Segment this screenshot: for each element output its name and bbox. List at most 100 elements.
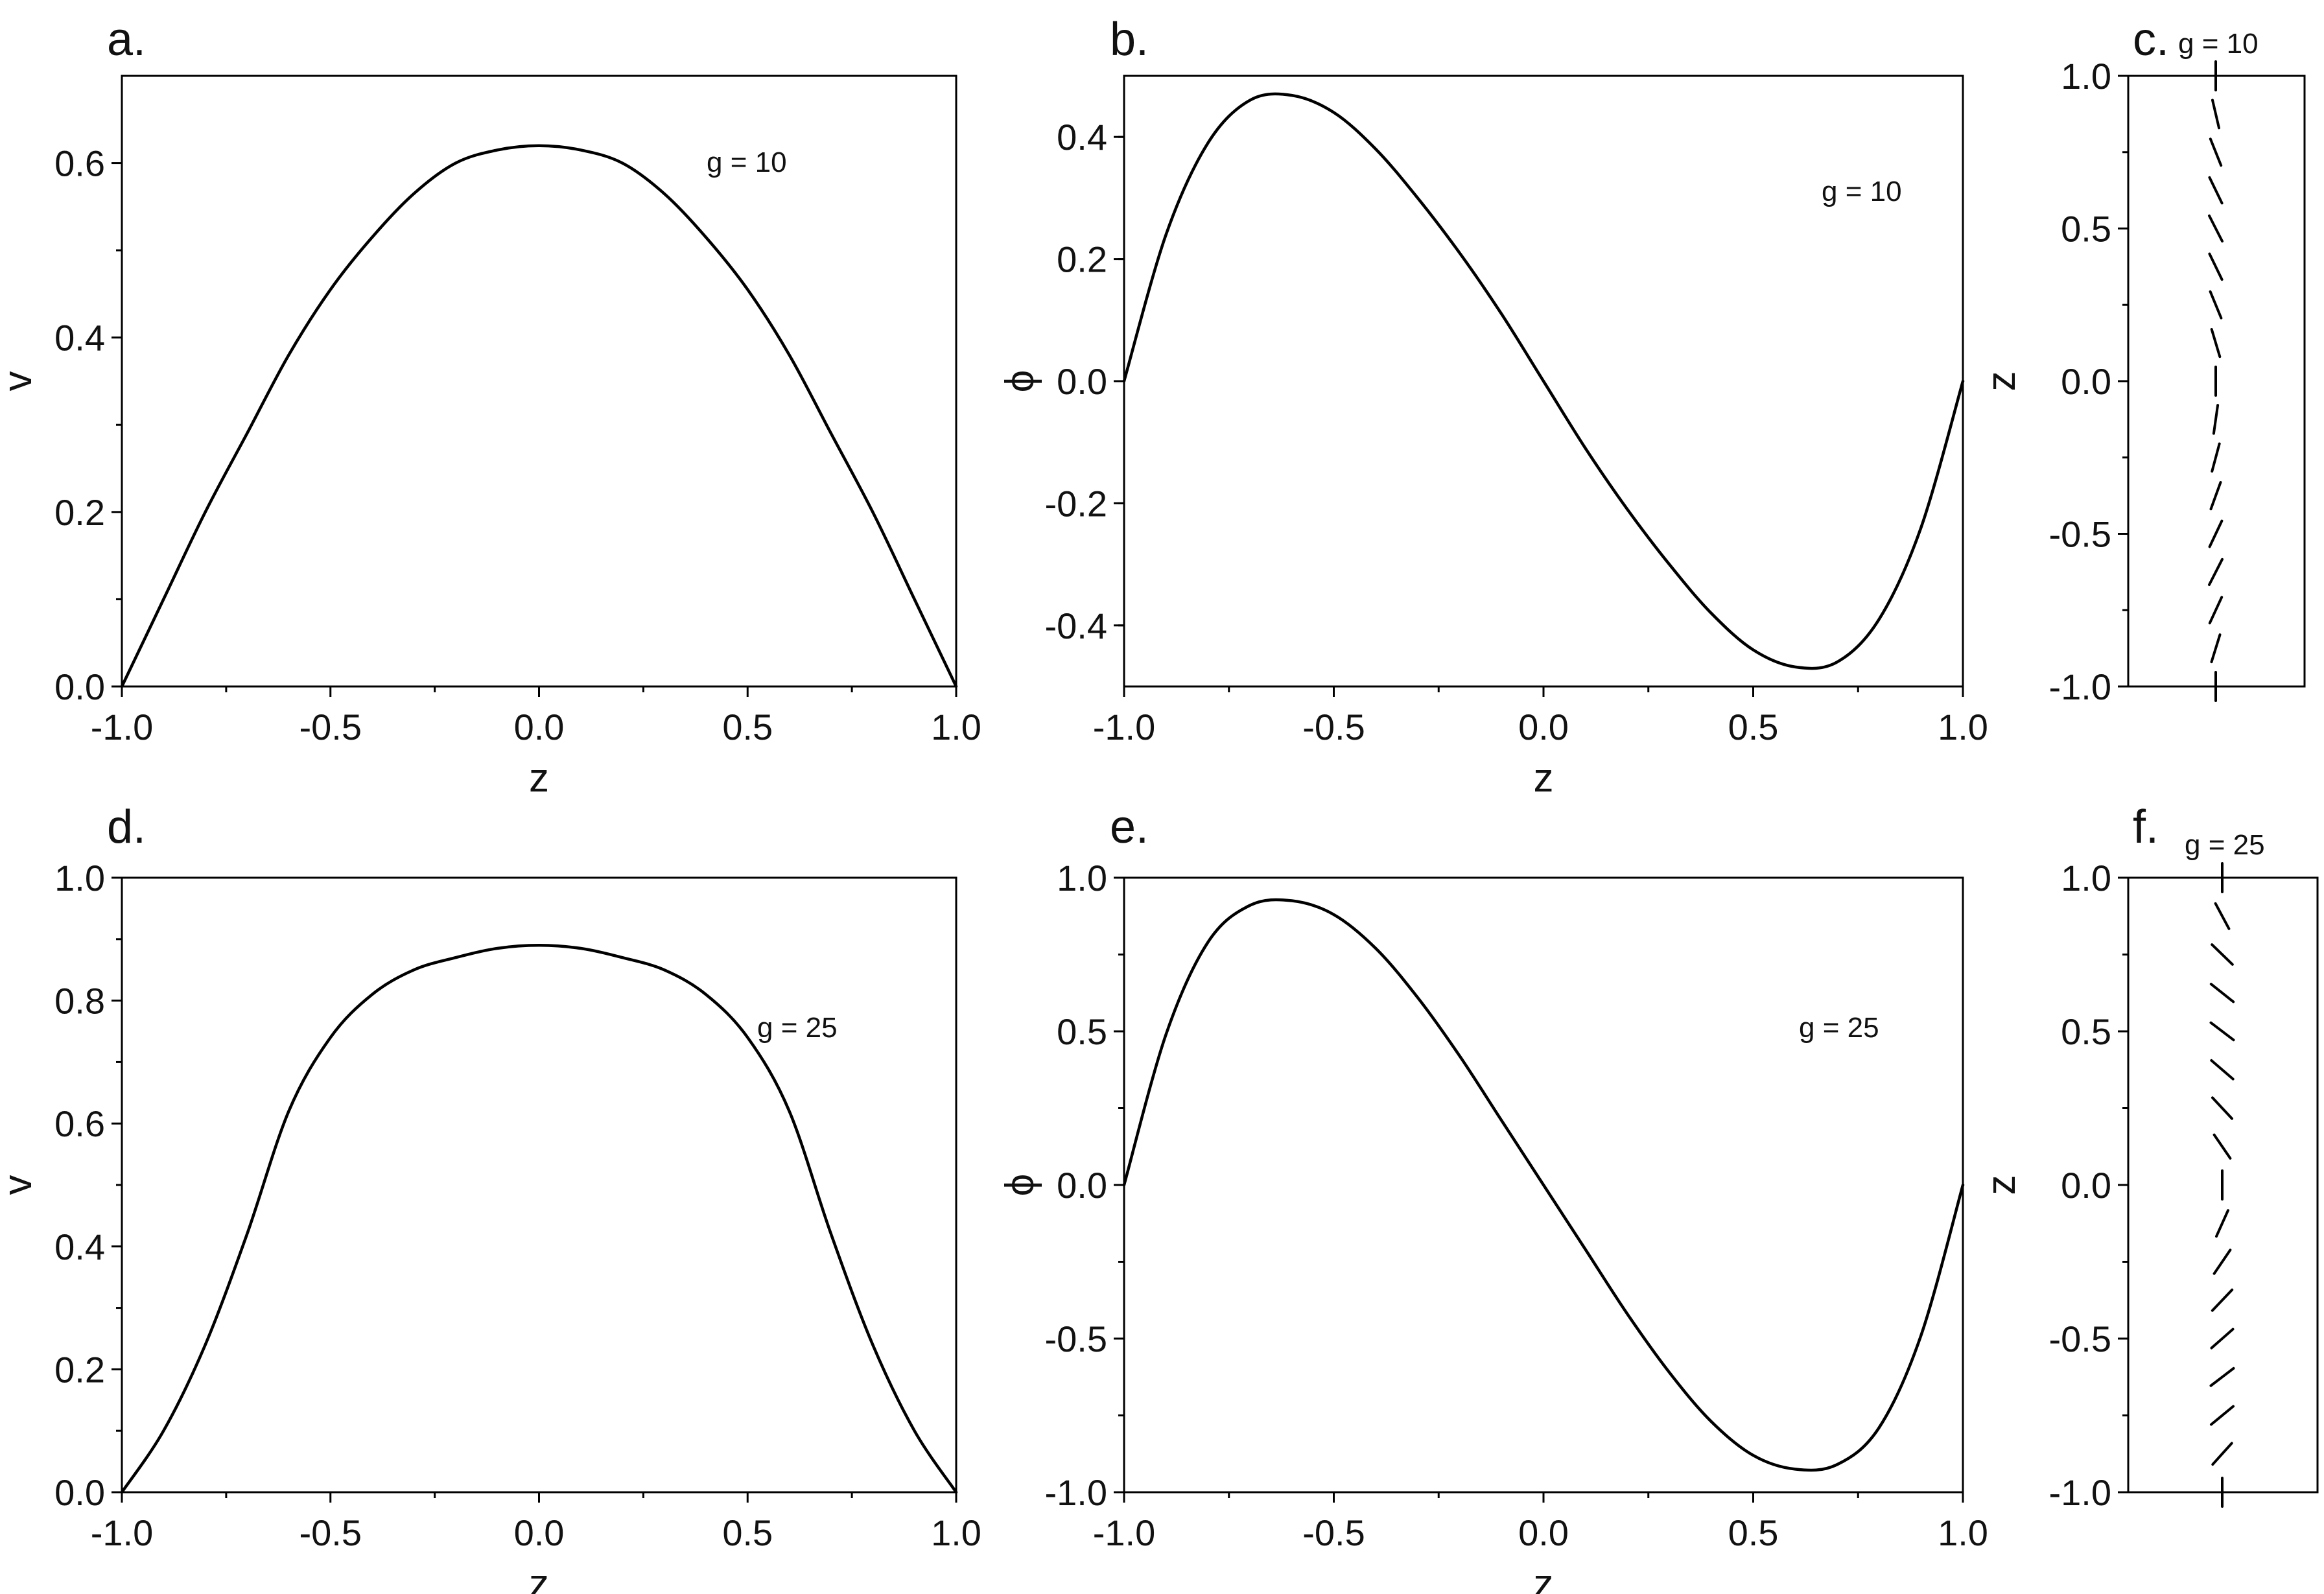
- annotation-a: g = 10: [707, 147, 787, 178]
- director-mark-c: [2211, 442, 2221, 473]
- director-mark-c: [2208, 557, 2224, 586]
- ytick-label-f: 0.5: [2061, 1011, 2111, 1052]
- xlabel-e: z: [1534, 1562, 1554, 1594]
- ytick-label-b: 0.0: [1057, 361, 1107, 402]
- director-mark-f: [2211, 943, 2234, 966]
- ytick-label-a: 0.4: [54, 318, 105, 358]
- ytick-label-c: 1.0: [2061, 56, 2111, 97]
- ytick-label-d: 0.8: [54, 981, 105, 1022]
- director-mark-f: [2212, 1133, 2232, 1160]
- panel-e: e. g = 25 -1.0 -0.5 0.0 0.5 1.0 ϕ -1.0 -0.5 0.0 0.5…: [998, 801, 1988, 1594]
- director-mark-f: [2210, 1059, 2235, 1081]
- ytick-label-b: 0.2: [1057, 239, 1107, 280]
- ytick-label-d: 1.0: [54, 858, 105, 898]
- panel-label-d: d.: [107, 801, 146, 853]
- plot-frame-d: [121, 876, 957, 1494]
- annotation-f: g = 25: [2185, 829, 2265, 861]
- xtick-label-e: -0.5: [1302, 1512, 1365, 1553]
- panel-label-f: f.: [2133, 801, 2159, 853]
- ylabel-a: v: [0, 371, 40, 392]
- ytick-label-b: 0.4: [1057, 117, 1107, 158]
- xtick-label-b: -0.5: [1302, 707, 1365, 747]
- director-mark-c: [2208, 596, 2224, 625]
- xlabel-b: z: [1534, 756, 1554, 801]
- panel-c: c. g = 10 -1.0 -0.5 0.0 0.5 1.0 z: [1979, 14, 2306, 707]
- ytick-label-e: 0.0: [1057, 1165, 1107, 1206]
- xtick-label-e: 0.5: [1728, 1512, 1779, 1553]
- panel-d: d. g = 25 0.0 0.2 0.4 0.6 0.8 1.0 v -1.0 -0.5 0.0 0.…: [0, 801, 981, 1594]
- ytick-label-c: 0.0: [2061, 361, 2111, 402]
- ytick-label-d: 0.4: [54, 1226, 105, 1267]
- director-mark-f: [2215, 1209, 2229, 1238]
- panel-label-b: b.: [1110, 14, 1149, 65]
- panel-f: f. g = 25 -1.0 -0.5 0.0 0.5 1.0 z: [1979, 801, 2319, 1513]
- xtick-label-e: -1.0: [1093, 1512, 1156, 1553]
- xtick-label-e: 1.0: [1938, 1512, 1988, 1553]
- panel-label-e: e.: [1110, 801, 1149, 853]
- director-mark-f: [2209, 983, 2235, 1003]
- ylabel-f: z: [1979, 1175, 2024, 1195]
- annotation-e: g = 25: [1799, 1012, 1879, 1044]
- xtick-label-a: 1.0: [931, 707, 981, 747]
- director-mark-f: [2211, 1288, 2234, 1312]
- ytick-label-b: -0.4: [1045, 605, 1108, 646]
- director-mark-c: [2210, 633, 2222, 664]
- ytick-label-a: 0.0: [54, 666, 105, 707]
- xtick-label-a: -0.5: [299, 707, 362, 747]
- annotation-c: g = 10: [2178, 28, 2259, 60]
- ytick-label-d: 0.2: [54, 1349, 105, 1390]
- director-mark-c: [2209, 290, 2223, 320]
- ytick-label-e: -0.5: [1045, 1319, 1108, 1359]
- ytick-label-f: 0.0: [2061, 1165, 2111, 1206]
- plot-frame-a: [121, 75, 957, 688]
- ylabel-b: ϕ: [998, 370, 1042, 393]
- ytick-label-f: -1.0: [2049, 1472, 2112, 1513]
- ytick-label-d: 0.0: [54, 1472, 105, 1513]
- ytick-label-b: -0.2: [1045, 483, 1108, 524]
- ytick-label-f: 1.0: [2061, 858, 2111, 898]
- xtick-label-b: 1.0: [1938, 707, 1988, 747]
- xtick-label-e: 0.0: [1518, 1512, 1569, 1553]
- ytick-label-d: 0.6: [54, 1103, 105, 1144]
- ytick-label-a: 0.2: [54, 492, 105, 533]
- xlabel-d: z: [529, 1562, 549, 1594]
- ytick-label-e: -1.0: [1045, 1472, 1108, 1513]
- series-line-a: [120, 144, 958, 688]
- panel-a: a. g = 10 0.0 0.2 0.4 0.6 v -1.0 -0.5 0.0 0.5 1.0 z: [0, 14, 981, 801]
- director-mark-f: [2211, 1096, 2233, 1120]
- director-mark-c: [2208, 519, 2224, 548]
- director-mark-c: [2209, 481, 2222, 511]
- ytick-label-e: 0.5: [1057, 1011, 1107, 1052]
- ytick-label-c: -0.5: [2049, 514, 2112, 555]
- xtick-label-d: 0.0: [514, 1512, 565, 1553]
- xtick-label-d: 0.5: [722, 1512, 773, 1553]
- ytick-label-e: 1.0: [1057, 858, 1107, 898]
- xtick-label-b: -1.0: [1093, 707, 1156, 747]
- director-mark-f: [2211, 1442, 2233, 1466]
- director-mark-f: [2210, 1328, 2235, 1350]
- director-mark-c: [2208, 252, 2224, 281]
- director-mark-c: [2208, 176, 2224, 205]
- ylabel-d: v: [0, 1175, 40, 1195]
- xtick-label-a: 0.5: [722, 707, 773, 747]
- annotation-b: g = 10: [1822, 176, 1902, 207]
- ytick-label-f: -0.5: [2049, 1319, 2112, 1359]
- director-mark-f: [2209, 1366, 2235, 1387]
- panel-label-c: c.: [2133, 14, 2169, 65]
- ylabel-e: ϕ: [998, 1174, 1042, 1197]
- xtick-label-b: 0.0: [1518, 707, 1569, 747]
- director-mark-f: [2210, 1405, 2235, 1426]
- xtick-label-a: -1.0: [91, 707, 154, 747]
- series-line-b: [1122, 92, 1965, 670]
- panel-label-a: a.: [107, 14, 146, 65]
- director-mark-c: [2212, 404, 2220, 435]
- ytick-label-c: 0.5: [2061, 209, 2111, 250]
- panel-b: b. g = 10 -0.4 -0.2 0.0 0.2 0.4 ϕ -1.0 -0.5 0.0 0.5…: [998, 14, 1988, 801]
- xtick-label-d: -0.5: [299, 1512, 362, 1553]
- director-mark-f: [2212, 1248, 2232, 1275]
- director-mark-c: [2209, 137, 2223, 167]
- director-mark-c: [2211, 99, 2220, 130]
- series-line-e: [1122, 898, 1965, 1472]
- xtick-label-a: 0.0: [514, 707, 565, 747]
